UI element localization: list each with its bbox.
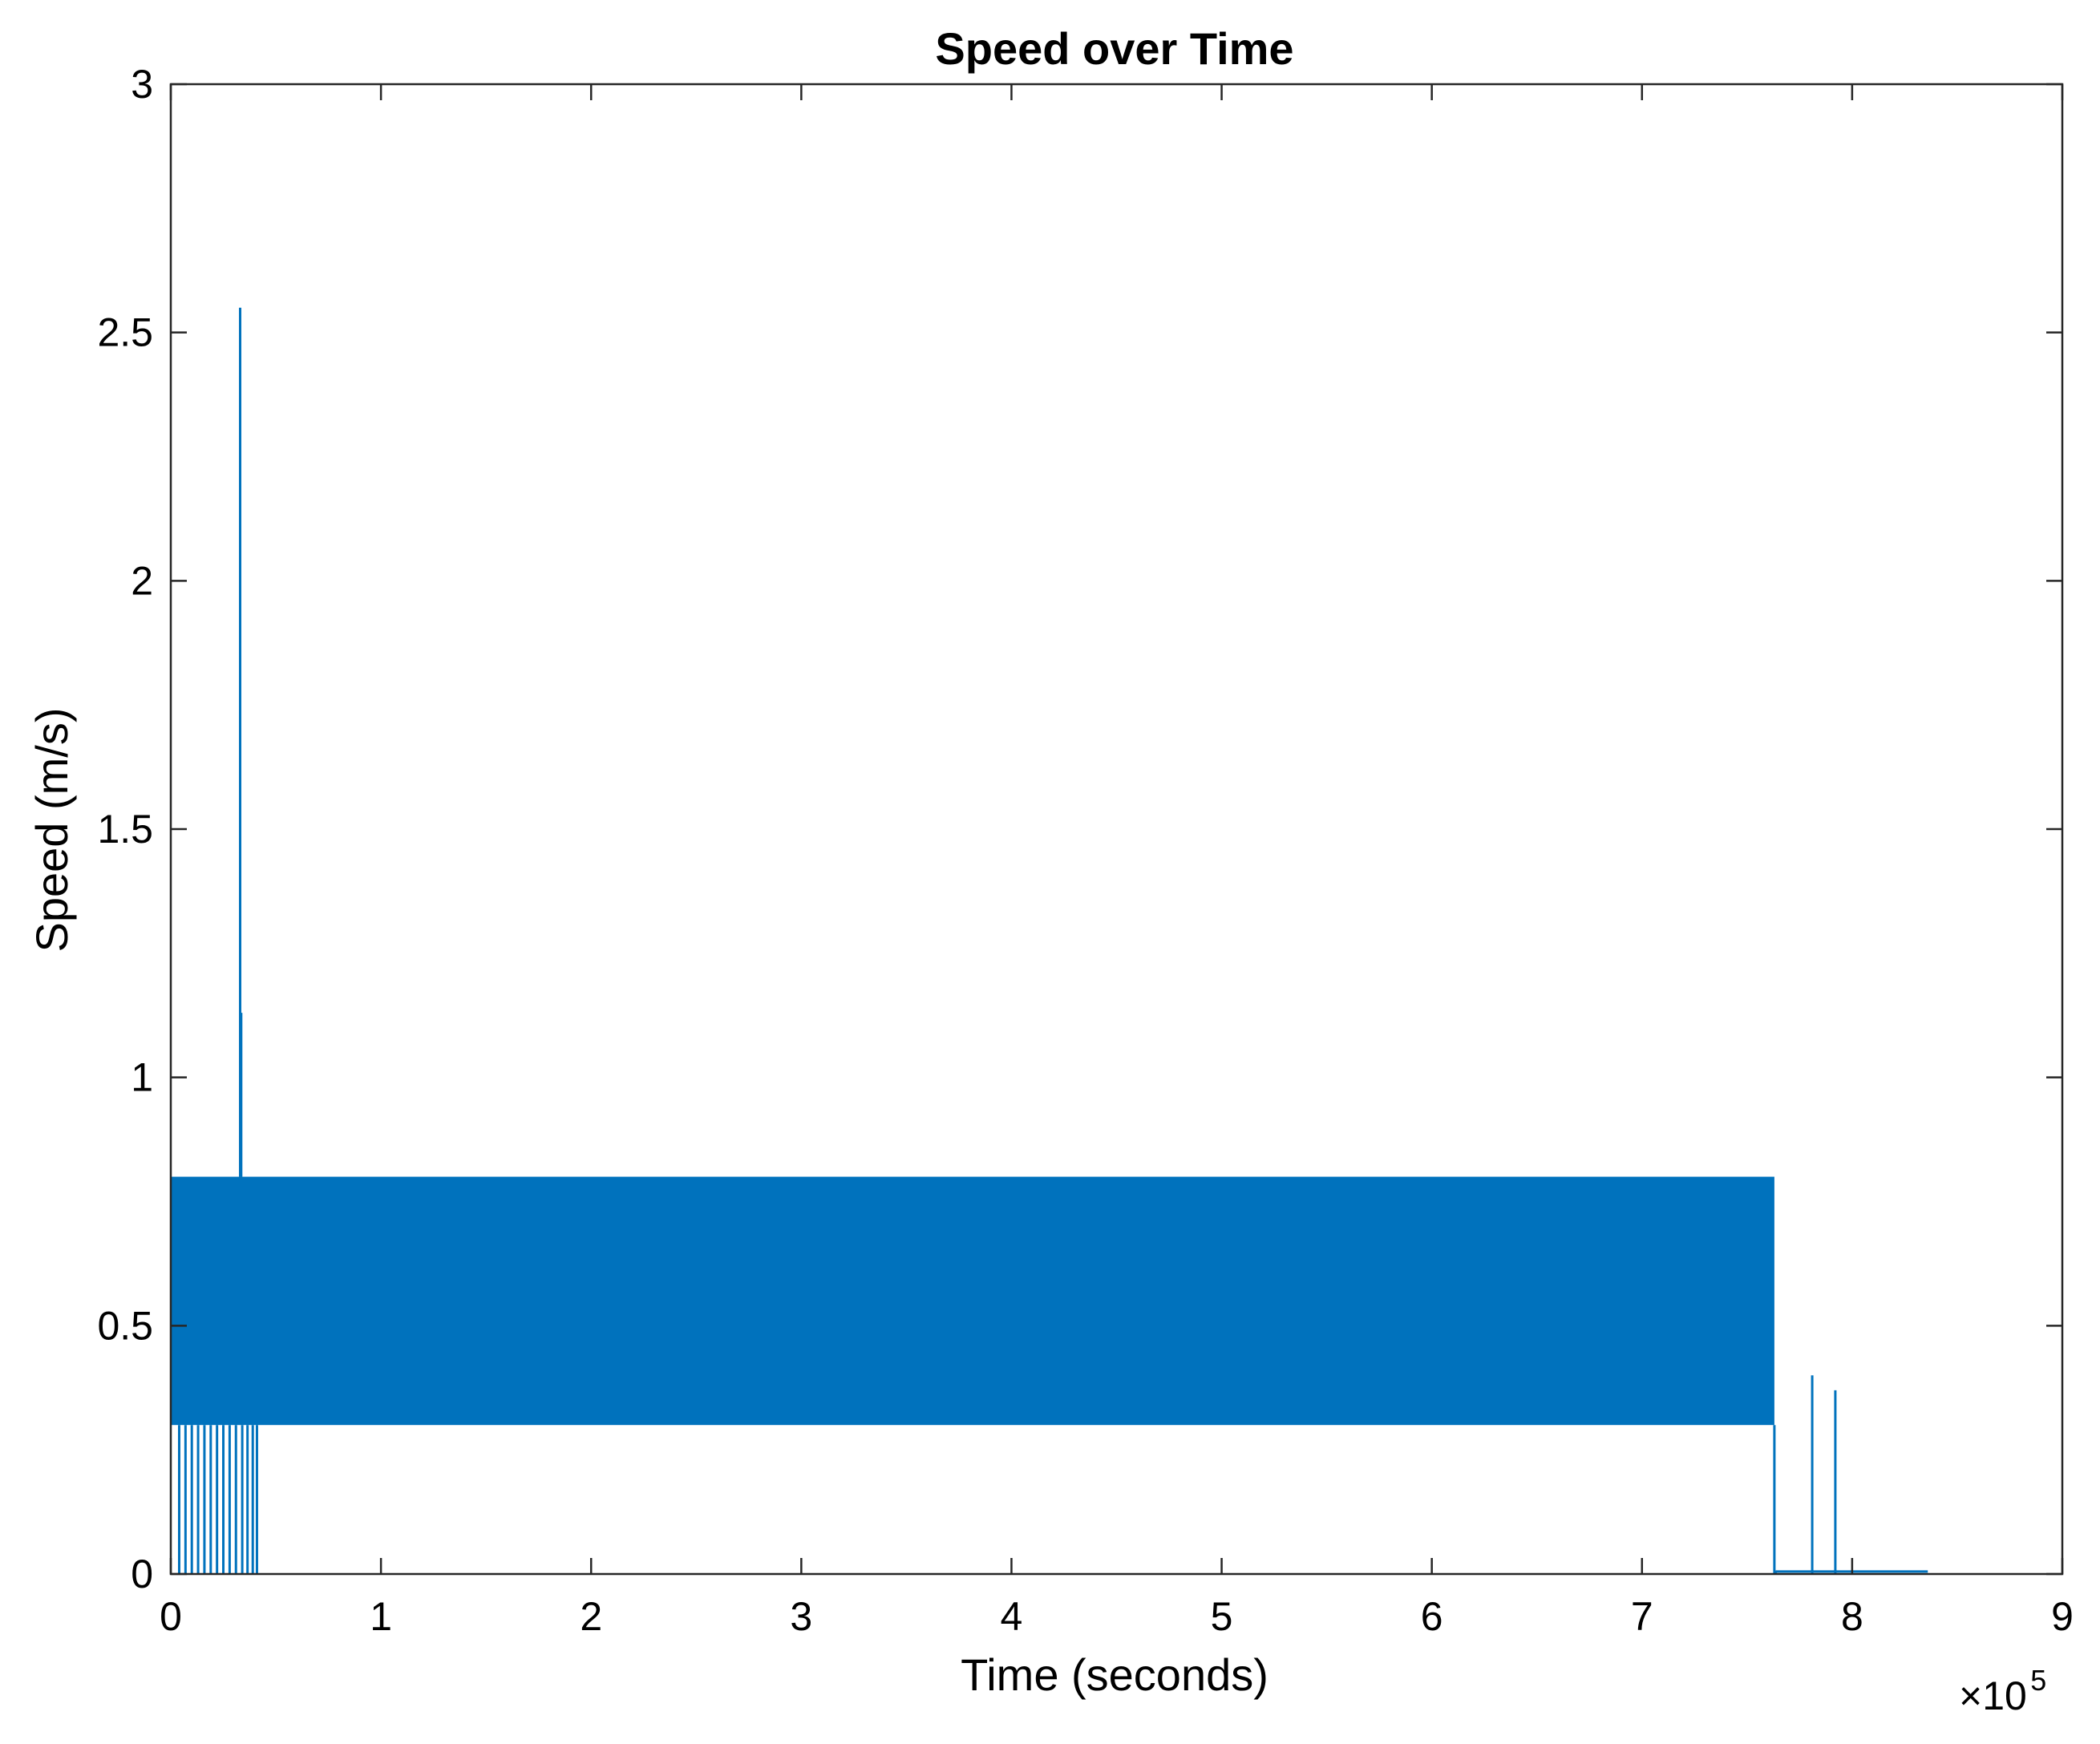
y-tick-label: 1 (131, 1055, 153, 1100)
speed-band (171, 1176, 1774, 1426)
x-axis-label: Time (seconds) (961, 1649, 1268, 1700)
y-axis-label: Speed (m/s) (26, 708, 77, 953)
x-tick-label: 2 (580, 1594, 602, 1639)
x-tick-label: 6 (1421, 1594, 1443, 1639)
y-tick-label: 0 (131, 1552, 153, 1596)
x-tick-label: 5 (1211, 1594, 1233, 1639)
x-tick-label: 8 (1841, 1594, 1863, 1639)
series-line (171, 307, 1928, 1575)
tail-line (1773, 1570, 1928, 1575)
x-axis-exponent: ×10 5 (1959, 1664, 2046, 1718)
x-tick-label: 1 (370, 1594, 392, 1639)
x-tick-label: 4 (1001, 1594, 1023, 1639)
y-tick-label: 0.5 (97, 1303, 153, 1348)
y-tick-label: 1.5 (97, 807, 153, 852)
y-tick-label: 3 (131, 62, 153, 107)
x-tick-label: 7 (1631, 1594, 1653, 1639)
x-axis-exponent-base: ×10 (1959, 1673, 2027, 1718)
chart-title: Speed over Time (935, 23, 1293, 74)
x-tick-label: 0 (160, 1594, 182, 1639)
axes: 0 1 2 3 4 5 6 7 8 9 0 0.5 1 1.5 2 2.5 3 (97, 62, 2073, 1639)
plot-area (171, 307, 1928, 1575)
y-tick-label: 2 (131, 558, 153, 603)
x-tick-label: 9 (2051, 1594, 2074, 1639)
x-tick-label: 3 (790, 1594, 812, 1639)
x-axis-exponent-power: 5 (2030, 1664, 2046, 1697)
y-tick-label: 2.5 (97, 310, 153, 355)
